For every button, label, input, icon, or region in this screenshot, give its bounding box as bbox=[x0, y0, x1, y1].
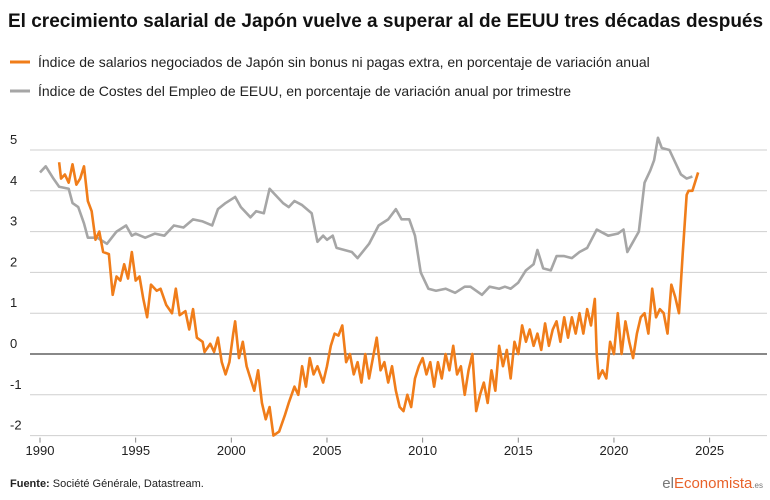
legend-label: Índice de Costes del Empleo de EEUU, en … bbox=[38, 83, 571, 99]
series-line bbox=[39, 136, 693, 297]
x-tick-label: 2020 bbox=[599, 443, 628, 458]
y-tick-label: -1 bbox=[10, 377, 22, 392]
source-text: Société Générale, Datastream. bbox=[53, 478, 204, 490]
x-tick-label: 1995 bbox=[121, 443, 150, 458]
y-tick-label: 4 bbox=[10, 173, 17, 188]
x-tick-label: 1990 bbox=[26, 443, 55, 458]
source-label: Fuente: bbox=[10, 478, 50, 490]
series-line bbox=[57, 162, 700, 437]
y-tick-label: 1 bbox=[10, 295, 17, 310]
logo-suffix: .es bbox=[752, 481, 763, 490]
source: Fuente: Société Générale, Datastream. bbox=[10, 478, 204, 490]
y-tick-label: 0 bbox=[10, 336, 17, 351]
y-tick-label: -2 bbox=[10, 418, 22, 433]
x-tick-label: 2000 bbox=[217, 443, 246, 458]
logo-main: Economista bbox=[674, 475, 753, 492]
chart-title: El crecimiento salarial de Japón vuelve … bbox=[8, 11, 763, 32]
logo: elEconomista.es bbox=[662, 475, 763, 492]
x-tick-label: 2005 bbox=[313, 443, 342, 458]
legend-label: Índice de salarios negociados de Japón s… bbox=[38, 54, 650, 70]
x-tick-label: 2010 bbox=[408, 443, 437, 458]
y-tick-label: 5 bbox=[10, 132, 17, 147]
x-tick-label: 2025 bbox=[695, 443, 724, 458]
y-tick-label: 2 bbox=[10, 254, 17, 269]
x-tick-label: 2015 bbox=[504, 443, 533, 458]
logo-prefix: el bbox=[662, 475, 674, 492]
y-tick-label: 3 bbox=[10, 214, 17, 229]
